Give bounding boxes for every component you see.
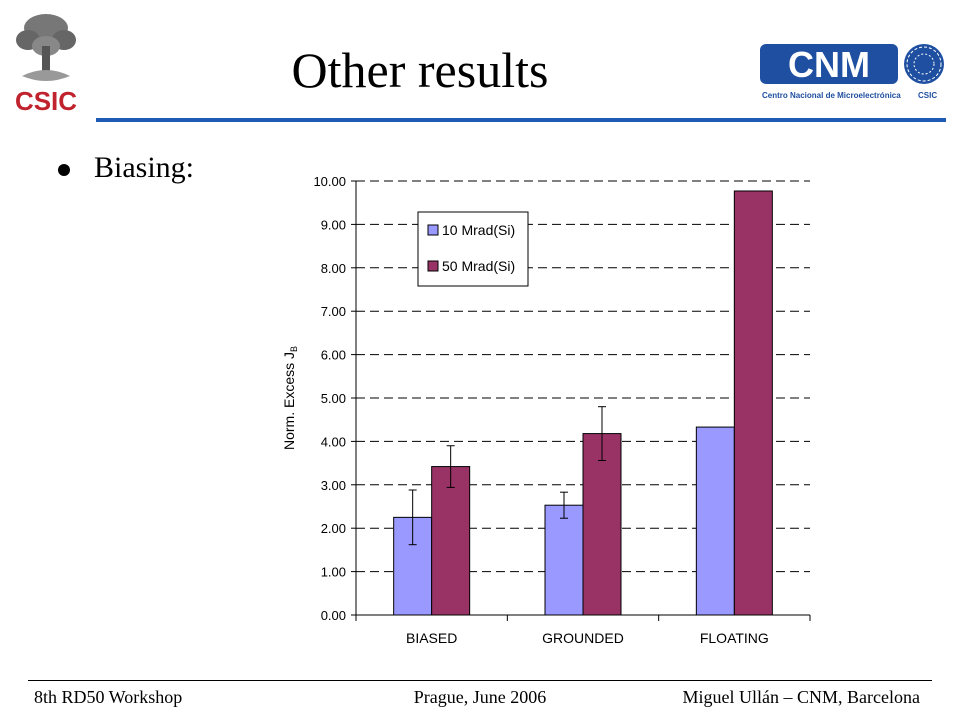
cnm-wordmark-background xyxy=(760,44,898,84)
footer-left-text: 8th RD50 Workshop xyxy=(34,687,183,707)
cnm-logo: CNM Centro Nacional de Microelectrónica … xyxy=(760,44,944,100)
chart-x-tick-labels: BIASED GROUNDED FLOATING xyxy=(406,630,769,646)
y-tick-label: 8.00 xyxy=(321,261,346,276)
footer-right-text: Miguel Ullán – CNM, Barcelona xyxy=(682,687,920,707)
y-tick-label: 0.00 xyxy=(321,608,346,623)
y-tick-label: 3.00 xyxy=(321,478,346,493)
tree-emblem-icon xyxy=(16,14,76,81)
legend-label: 10 Mrad(Si) xyxy=(442,222,515,238)
bar-biased-series-2 xyxy=(431,466,471,616)
bar-grounded-series-1 xyxy=(544,504,584,616)
y-tick-label: 7.00 xyxy=(321,304,346,319)
legend-swatch xyxy=(427,224,439,236)
cnm-subtitle: Centro Nacional de Microelectrónica xyxy=(762,91,901,100)
x-tick-label: FLOATING xyxy=(700,630,769,646)
legend-swatch xyxy=(427,260,439,272)
bullet-dot xyxy=(58,164,70,176)
footer-divider xyxy=(28,680,932,681)
y-axis-label-main: Norm. Excess J xyxy=(281,352,297,450)
footer-center-text: Prague, June 2006 xyxy=(413,687,547,707)
cnm-subtitle-suffix: CSIC xyxy=(918,91,937,100)
y-tick-label: 9.00 xyxy=(321,217,346,232)
chart-legend: 10 Mrad(Si) 50 Mrad(Si) xyxy=(417,211,529,287)
x-tick-label: GROUNDED xyxy=(542,630,624,646)
y-axis-label-subscript: B xyxy=(289,346,299,352)
y-tick-label: 2.00 xyxy=(321,521,346,536)
legend-box xyxy=(417,211,529,287)
bar-floating-series-1 xyxy=(695,426,735,616)
legend-label: 50 Mrad(Si) xyxy=(442,258,515,274)
y-tick-label: 6.00 xyxy=(321,348,346,363)
microchip-globe-icon xyxy=(904,44,944,84)
chart-axes xyxy=(351,180,811,621)
y-tick-label: 1.00 xyxy=(321,565,346,580)
x-tick-label: BIASED xyxy=(406,630,457,646)
csic-wordmark: CSIC xyxy=(15,86,77,116)
bar-floating-series-2 xyxy=(733,190,773,616)
csic-logo: CSIC xyxy=(15,14,77,116)
y-axis-label: Norm. Excess JB xyxy=(281,346,299,450)
title-divider xyxy=(96,118,946,122)
slide-title: Other results xyxy=(291,42,549,98)
bullet-text: Biasing: xyxy=(94,151,195,184)
chart-error-bars xyxy=(408,406,606,546)
chart-y-tick-labels: 0.00 1.00 2.00 3.00 4.00 5.00 6.00 7.00 8.00 9.00… xyxy=(313,174,346,623)
y-tick-label: 10.00 xyxy=(313,174,346,189)
y-tick-label: 4.00 xyxy=(321,434,346,449)
bar-grounded-series-2 xyxy=(582,433,622,616)
cnm-wordmark: CNM xyxy=(788,44,870,85)
y-tick-label: 5.00 xyxy=(321,391,346,406)
